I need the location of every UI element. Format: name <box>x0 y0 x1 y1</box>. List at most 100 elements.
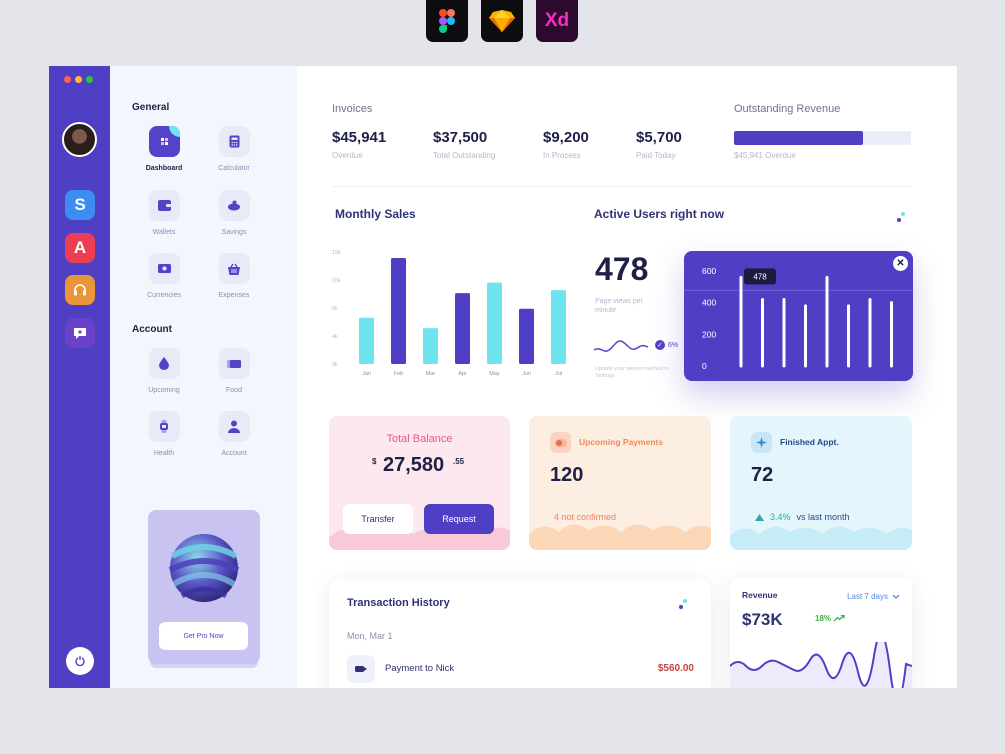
transaction-name[interactable]: Payment to Nick <box>385 663 455 674</box>
x-tick-label: Feb <box>394 371 403 377</box>
sales-bar <box>551 290 566 364</box>
menu-item-savings[interactable]: Savings <box>204 190 264 236</box>
sales-bar <box>487 282 502 364</box>
watch-icon <box>148 411 180 442</box>
trend-up-icon <box>834 615 845 622</box>
xd-logo-text: Xd <box>544 10 570 31</box>
transaction-date: Mon, Mar 1 <box>347 631 393 641</box>
menu-label: Health <box>153 450 175 457</box>
menu-label: Food <box>226 387 242 394</box>
y-tick-label: 600 <box>702 266 716 276</box>
app-s-icon[interactable]: S <box>65 190 95 220</box>
promo-card: Get Pro Now <box>148 510 260 664</box>
outstanding-title: Outstanding Revenue <box>734 103 841 115</box>
revenue-change: 18% <box>815 614 845 623</box>
sales-bar <box>359 317 374 364</box>
main-content: Invoices $45,941 Overdue $37,500 Total O… <box>297 66 957 688</box>
menu-item-currencies[interactable]: Currencies <box>134 253 194 299</box>
sales-bar <box>423 328 438 364</box>
triangle-up-icon <box>755 513 764 521</box>
menu-item-dashboard[interactable]: Dashboard <box>134 126 194 172</box>
side-menu: General Dashboard Calculator Wallets Sav… <box>110 66 297 688</box>
toggle-icon <box>550 432 571 453</box>
x-tick-label: Apr <box>458 371 467 377</box>
chevron-down-icon <box>892 594 900 599</box>
minimize-dot[interactable] <box>75 76 82 83</box>
options-icon[interactable] <box>897 212 905 222</box>
headset-icon[interactable] <box>65 275 95 305</box>
sales-bar <box>455 293 470 364</box>
window-controls <box>64 76 93 83</box>
app-a-icon[interactable]: A <box>65 233 95 263</box>
get-pro-button[interactable]: Get Pro Now <box>159 622 248 650</box>
menu-label: Upcoming <box>148 387 180 394</box>
y-tick-label: 0 <box>702 361 707 371</box>
upcoming-payments-value: 120 <box>550 464 584 486</box>
y-tick-label: 400 <box>702 298 716 308</box>
active-users-change: ✓ 6% <box>655 340 678 350</box>
revenue-range-select[interactable]: Last 7 days <box>847 592 900 601</box>
x-tick-label: Mar <box>426 371 436 377</box>
total-balance-amount: 27,580 <box>383 454 445 476</box>
finished-appointments-card: Finished Appt. 72 3.4% vs last month <box>730 416 912 550</box>
menu-item-expenses[interactable]: Expenses <box>204 253 264 299</box>
check-icon: ✓ <box>655 340 665 350</box>
total-balance-title: Total Balance <box>386 433 453 445</box>
options-icon[interactable] <box>679 599 687 609</box>
menu-item-upcoming[interactable]: Upcoming <box>134 348 194 394</box>
active-users-title: Active Users right now <box>594 207 725 221</box>
transfer-button[interactable]: Transfer <box>343 504 413 534</box>
close-dot[interactable] <box>64 76 71 83</box>
invoice-value: $9,200 <box>543 129 589 146</box>
power-icon <box>75 655 85 667</box>
dashboard-window: S A General Dashboard Calculator Wallets <box>49 66 957 688</box>
y-tick-label: 4k <box>332 334 338 340</box>
finished-change-footer: vs last month <box>796 512 850 522</box>
y-tick-label: 0k <box>332 362 338 368</box>
maximize-dot[interactable] <box>86 76 93 83</box>
x-tick-label: May <box>489 371 500 377</box>
x-tick-label: Jan <box>362 371 371 377</box>
menu-label: Account <box>221 450 247 457</box>
active-users-subtitle: Page views per minute <box>595 298 643 314</box>
app-rail: S A <box>49 66 110 688</box>
menu-item-health[interactable]: Health <box>134 411 194 457</box>
x-tick-label: Jun <box>522 371 531 377</box>
transfer-icon <box>347 655 375 683</box>
transaction-amount: $560.00 <box>657 663 694 674</box>
app-s-label: S <box>74 195 86 214</box>
total-balance-cents: .55 <box>453 457 465 466</box>
active-users-note: Update your payout method in Settings <box>595 366 669 379</box>
revenue-title: Revenue <box>742 590 778 600</box>
invoice-stat: $37,500 Total Outstanding <box>433 129 495 160</box>
avatar[interactable] <box>62 122 97 157</box>
invoice-caption: Total Outstanding <box>433 151 496 160</box>
chat-icon[interactable] <box>65 318 95 348</box>
sparkle-icon <box>751 432 772 453</box>
invoice-caption: Paid Today <box>636 151 676 160</box>
power-button[interactable] <box>66 647 94 675</box>
sketch-icon <box>481 0 523 42</box>
invoice-value: $5,700 <box>636 129 682 146</box>
request-button[interactable]: Request <box>424 504 494 534</box>
tooltip-value: 478 <box>753 272 767 281</box>
close-icon[interactable]: ✕ <box>893 256 908 271</box>
active-users-change-value: 6% <box>668 341 679 349</box>
banknote-icon <box>148 253 180 284</box>
x-tick-label: Jul <box>555 371 562 377</box>
finished-appointments-value: 72 <box>751 464 774 486</box>
menu-item-wallets[interactable]: Wallets <box>134 190 194 236</box>
clouds-decoration <box>730 526 912 550</box>
y-tick-label: 200 <box>702 329 716 339</box>
monthly-sales-title: Monthly Sales <box>335 207 416 221</box>
revenue-change-value: 18% <box>815 614 832 623</box>
menu-item-calculator[interactable]: Calculator <box>204 126 264 172</box>
menu-item-food[interactable]: Food <box>204 348 264 394</box>
menu-item-account[interactable]: Account <box>204 411 264 457</box>
active-users-value: 478 <box>595 251 649 287</box>
y-tick-label: 6k <box>332 306 338 312</box>
monthly-sales-chart: 0k 4k 6k 10k 15k Jan Feb Mar Apr May Jun Jul <box>332 250 566 377</box>
finished-appointments-title: Finished Appt. <box>780 437 839 447</box>
menu-label: Dashboard <box>145 165 183 172</box>
wallet-icon <box>148 190 180 221</box>
